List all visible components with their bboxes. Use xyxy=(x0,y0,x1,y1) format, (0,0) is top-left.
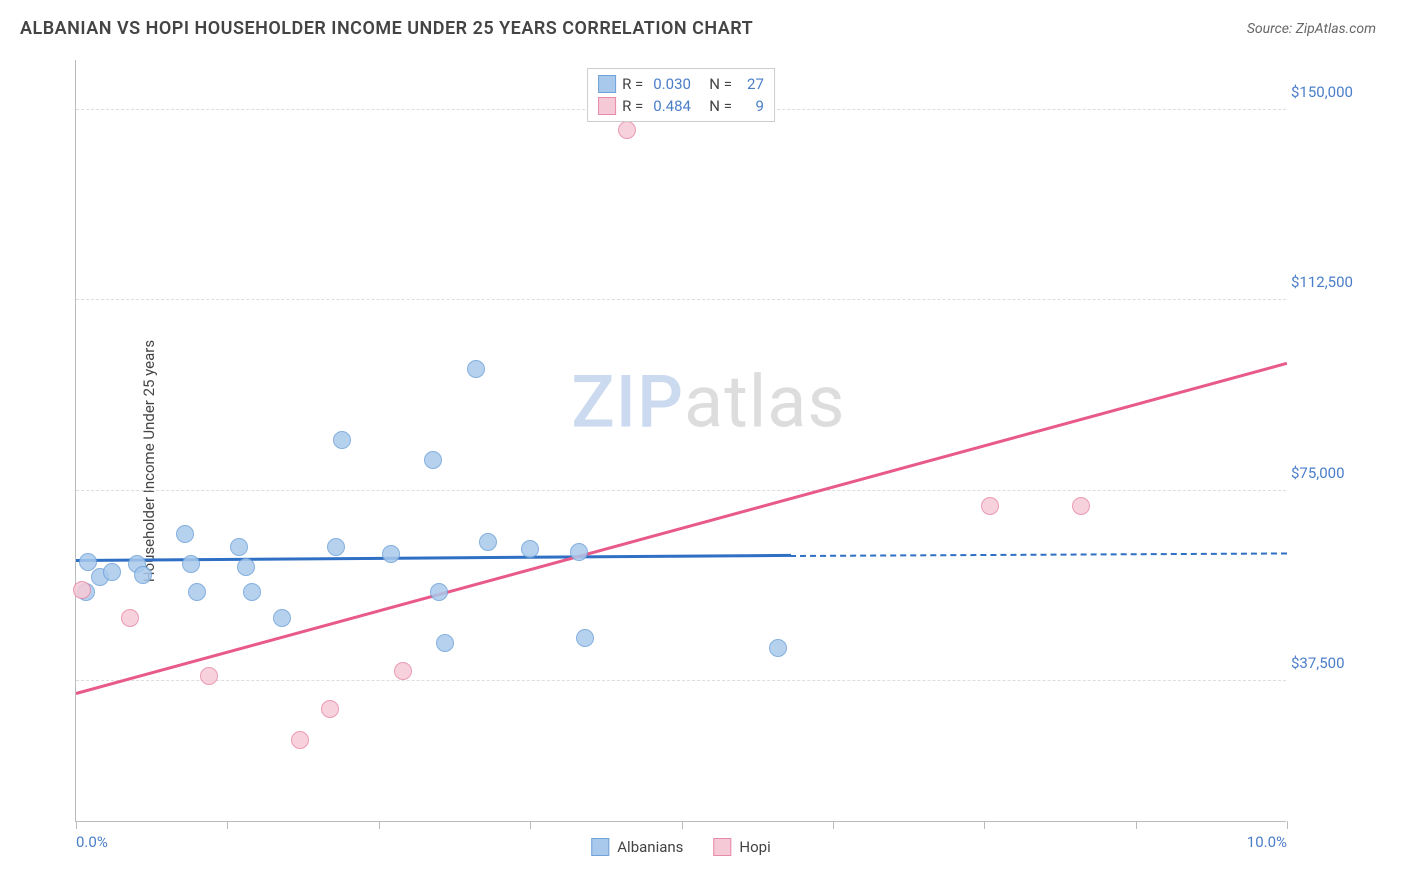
legend-swatch xyxy=(598,97,616,115)
data-point xyxy=(769,639,787,657)
data-point xyxy=(467,360,485,378)
x-tick xyxy=(76,821,77,829)
legend-n-label: N = xyxy=(709,97,732,115)
x-tick xyxy=(227,821,228,829)
data-point xyxy=(182,555,200,573)
legend-n-value: 9 xyxy=(742,97,764,115)
data-point xyxy=(479,533,497,551)
gridline xyxy=(76,299,1286,300)
data-point xyxy=(121,609,139,627)
legend-swatch xyxy=(713,838,731,856)
legend-n-value: 27 xyxy=(742,75,764,93)
legend-item: Hopi xyxy=(713,838,770,856)
trend-line xyxy=(76,361,1288,694)
x-tick-label: 10.0% xyxy=(1247,833,1287,851)
legend-n-label: N = xyxy=(709,75,732,93)
chart-title: ALBANIAN VS HOPI HOUSEHOLDER INCOME UNDE… xyxy=(20,18,753,39)
y-tick-label: $37,500 xyxy=(1291,654,1381,672)
series-legend: Albanians Hopi xyxy=(591,838,770,856)
data-point xyxy=(382,545,400,563)
x-tick xyxy=(833,821,834,829)
legend-swatch xyxy=(591,838,609,856)
data-point xyxy=(1072,497,1090,515)
data-point xyxy=(243,583,261,601)
data-point xyxy=(394,662,412,680)
legend-r-label: R = xyxy=(622,75,643,93)
legend-r-label: R = xyxy=(622,97,643,115)
data-point xyxy=(436,634,454,652)
watermark: ZIPatlas xyxy=(571,360,845,445)
legend-label: Albanians xyxy=(617,838,683,856)
data-point xyxy=(291,731,309,749)
data-point xyxy=(576,629,594,647)
y-tick-label: $150,000 xyxy=(1291,83,1381,101)
data-point xyxy=(200,667,218,685)
data-point xyxy=(134,566,152,584)
data-point xyxy=(79,553,97,571)
data-point xyxy=(237,558,255,576)
data-point xyxy=(618,121,636,139)
legend-item: Albanians xyxy=(591,838,683,856)
legend-row: R = 0.484 N = 9 xyxy=(598,95,764,117)
data-point xyxy=(327,538,345,556)
chart-source: Source: ZipAtlas.com xyxy=(1247,21,1376,37)
legend-r-value: 0.484 xyxy=(653,97,703,115)
data-point xyxy=(273,609,291,627)
legend-row: R = 0.030 N = 27 xyxy=(598,73,764,95)
data-point xyxy=(981,497,999,515)
data-point xyxy=(230,538,248,556)
y-tick-label: $112,500 xyxy=(1291,273,1381,291)
data-point xyxy=(188,583,206,601)
x-tick-label: 0.0% xyxy=(76,833,108,851)
data-point xyxy=(521,540,539,558)
legend-swatch xyxy=(598,75,616,93)
data-point xyxy=(73,581,91,599)
data-point xyxy=(321,700,339,718)
x-tick xyxy=(1136,821,1137,829)
data-point xyxy=(424,451,442,469)
gridline xyxy=(76,680,1286,681)
plot-area: ZIPatlas $37,500$75,000$112,500$150,0000… xyxy=(75,60,1286,822)
chart-container: Householder Income Under 25 years ZIPatl… xyxy=(20,50,1386,872)
x-tick xyxy=(1287,821,1288,829)
legend-r-value: 0.030 xyxy=(653,75,703,93)
x-tick xyxy=(682,821,683,829)
gridline xyxy=(76,490,1286,491)
data-point xyxy=(430,583,448,601)
x-tick xyxy=(379,821,380,829)
correlation-legend: R = 0.030 N = 27 R = 0.484 N = 9 xyxy=(587,68,775,122)
y-tick-label: $75,000 xyxy=(1291,464,1381,482)
data-point xyxy=(103,563,121,581)
data-point xyxy=(570,543,588,561)
chart-header: ALBANIAN VS HOPI HOUSEHOLDER INCOME UNDE… xyxy=(0,0,1406,49)
data-point xyxy=(176,525,194,543)
legend-label: Hopi xyxy=(739,838,770,856)
data-point xyxy=(333,431,351,449)
trend-line xyxy=(790,552,1287,557)
x-tick xyxy=(984,821,985,829)
x-tick xyxy=(530,821,531,829)
